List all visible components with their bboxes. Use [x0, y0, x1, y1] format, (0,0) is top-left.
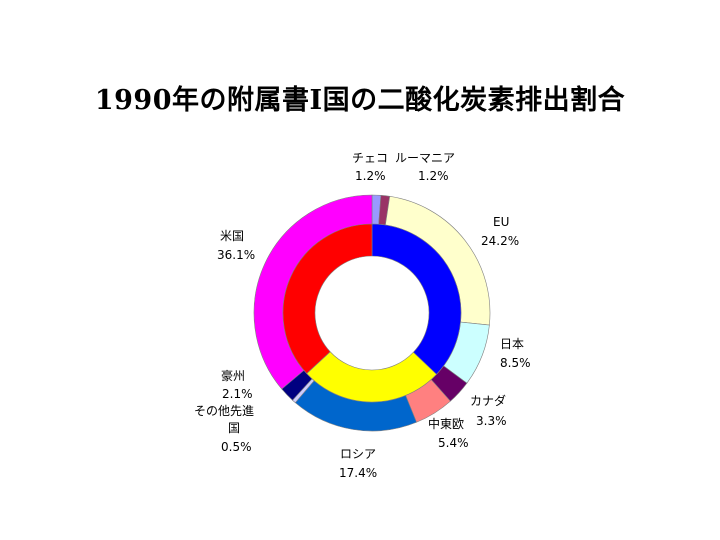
- label-czech: チェコ: [352, 151, 388, 165]
- value-russia: 17.4%: [339, 466, 377, 480]
- label-eu: EU: [493, 215, 509, 229]
- label-usa: 米国: [220, 229, 244, 243]
- label-other-developed: その他先進 国: [194, 404, 258, 435]
- value-eu: 24.2%: [481, 234, 519, 248]
- label-canada: カナダ: [470, 393, 506, 408]
- label-romania: ルーマニア: [395, 151, 455, 165]
- value-japan: 8.5%: [500, 356, 531, 370]
- label-australia: 豪州: [221, 368, 245, 383]
- label-other-developed-line2: 国: [228, 421, 240, 435]
- value-usa: 36.1%: [217, 248, 255, 262]
- value-czech: 1.2%: [355, 169, 386, 183]
- value-central-eastern-europe: 5.4%: [438, 436, 469, 450]
- label-japan: 日本: [500, 337, 524, 351]
- inner-slice-2: [282, 223, 373, 374]
- value-romania: 1.2%: [418, 169, 449, 183]
- value-other-developed: 0.5%: [221, 440, 252, 454]
- label-other-developed-line1: その他先進: [194, 404, 254, 418]
- value-australia: 2.1%: [222, 387, 253, 401]
- value-canada: 3.3%: [476, 414, 507, 428]
- label-russia: ロシア: [340, 447, 376, 461]
- inner-ring: [282, 223, 462, 403]
- outer-ring: [253, 194, 491, 432]
- inner-slice-0: [371, 223, 462, 375]
- label-central-eastern-europe: 中東欧: [428, 416, 464, 431]
- chart-labels: チェコ 1.2% ルーマニア 1.2% EU 24.2% 日本 8.5% カナダ…: [194, 151, 531, 480]
- chart-title: 1990年の附属書I国の二酸化炭素排出割合: [94, 85, 626, 116]
